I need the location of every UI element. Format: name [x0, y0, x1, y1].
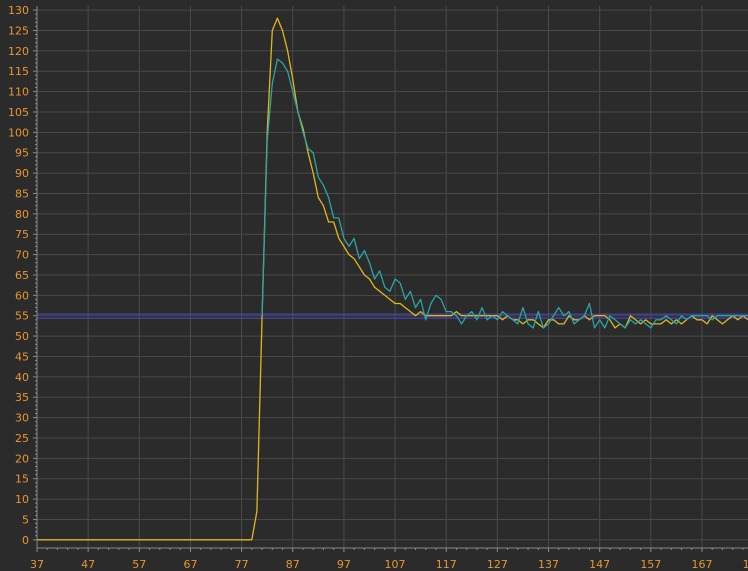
y-tick-label: 125: [8, 24, 29, 37]
x-tick-label: 87: [286, 558, 300, 571]
y-tick-label: 100: [8, 126, 29, 139]
y-tick-labels: 0 5 10 15 20 25 30 35 40 45 50 55 60 65 70 75 80 85 90 95 10…: [8, 4, 29, 547]
x-tick-label: 167: [691, 558, 712, 571]
y-tick-label: 130: [8, 4, 29, 17]
x-tick-label: 97: [337, 558, 351, 571]
series-line-2: [261, 58, 748, 329]
y-tick-label: 20: [15, 452, 29, 465]
y-tick-label: 30: [15, 412, 29, 425]
y-tick-label: 60: [15, 289, 29, 302]
axes: [33, 6, 748, 552]
y-tick-label: 5: [22, 513, 29, 526]
series-lines: [37, 17, 748, 541]
y-tick-label: 40: [15, 371, 29, 384]
x-tick-label: 67: [183, 558, 197, 571]
y-tick-label: 120: [8, 45, 29, 58]
x-tick-label: 157: [640, 558, 661, 571]
x-tick-label: 37: [30, 558, 44, 571]
y-tick-label: 25: [15, 432, 29, 445]
y-tick-label: 90: [15, 167, 29, 180]
x-tick-label: 177: [743, 558, 748, 571]
x-tick-label: 127: [487, 558, 508, 571]
y-tick-label: 50: [15, 330, 29, 343]
x-tick-label: 137: [538, 558, 559, 571]
y-tick-label: 10: [15, 493, 29, 506]
x-tick-label: 57: [132, 558, 146, 571]
y-tick-label: 70: [15, 249, 29, 262]
x-tick-label: 147: [589, 558, 610, 571]
y-tick-label: 35: [15, 391, 29, 404]
x-tick-label: 77: [235, 558, 249, 571]
y-tick-label: 65: [15, 269, 29, 282]
y-tick-label: 45: [15, 350, 29, 363]
series-line-1: [37, 17, 748, 541]
x-tick-label: 107: [385, 558, 406, 571]
y-tick-label: 105: [8, 106, 29, 119]
y-tick-label: 110: [8, 86, 29, 99]
y-tick-label: 85: [15, 187, 29, 200]
y-tick-label: 115: [8, 65, 29, 78]
y-tick-label: 55: [15, 310, 29, 323]
x-tick-labels: 37 47 57 67 77 87 97 107 117 127 137 147 157 167 177: [30, 558, 748, 571]
x-tick-label: 47: [81, 558, 95, 571]
y-tick-label: 0: [22, 534, 29, 547]
grid-lines: [37, 6, 748, 548]
y-tick-label: 95: [15, 147, 29, 160]
y-tick-label: 15: [15, 473, 29, 486]
y-tick-label: 80: [15, 208, 29, 221]
y-tick-label: 75: [15, 228, 29, 241]
x-tick-label: 117: [436, 558, 457, 571]
